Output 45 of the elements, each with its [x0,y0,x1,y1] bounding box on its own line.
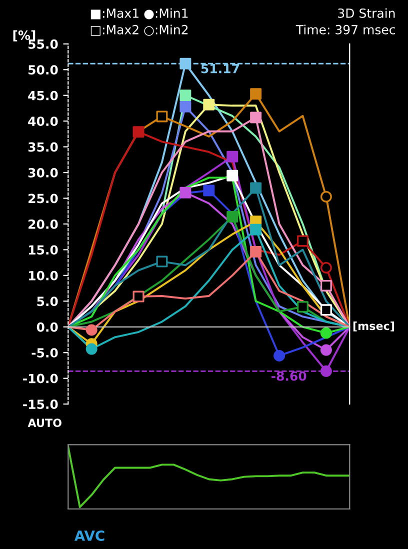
ref-line-label: -8.60 [272,371,306,381]
y-tick-label: 25.0 [28,194,58,204]
point [132,290,144,302]
point [203,98,215,110]
point [320,190,332,202]
point [320,262,332,274]
y-tick-label: 50.0 [28,65,58,75]
point [226,170,238,182]
point [296,235,308,247]
text: AUTO [28,418,62,428]
y-tick-label: 0.0 [36,322,58,332]
point [156,256,168,268]
point [132,126,144,138]
point [250,246,262,258]
y-tick-label: -15.0 [23,400,58,409]
chart-title: 3D Strain [338,8,395,18]
point [156,110,168,122]
chart-subtitle: Time: 397 msec [296,24,395,34]
point [250,88,262,100]
text: ■:Max1 ●:Min1 [90,8,188,20]
text: □:Max2 ○:Min2 [90,24,188,36]
ref-line-label: 51.17 [201,64,239,74]
y-tick-label: 20.0 [28,219,58,229]
y-tick-label: 15.0 [28,245,58,255]
point [296,301,308,313]
point [250,112,262,124]
y-tick-label: 55.0 [28,39,58,49]
point [180,90,192,102]
x-axis-title: [msec] [353,322,394,332]
point [320,280,332,292]
y-tick-label: 5.0 [37,296,58,306]
y-tick-label: 45.0 [28,90,58,100]
y-tick-label: 40.0 [28,116,58,126]
y-axis-title: [%] [13,30,36,42]
point [250,182,262,194]
y-tick-label: 10.0 [28,270,58,280]
point [180,58,192,70]
y-tick-label: 30.0 [28,168,58,178]
point [180,100,192,112]
text: AVC [74,530,104,541]
point [226,211,238,223]
point [320,304,332,316]
y-tick-label: 35.0 [28,142,58,152]
y-tick-label: -5.0 [32,348,58,358]
y-tick-label: -10.0 [23,374,58,384]
